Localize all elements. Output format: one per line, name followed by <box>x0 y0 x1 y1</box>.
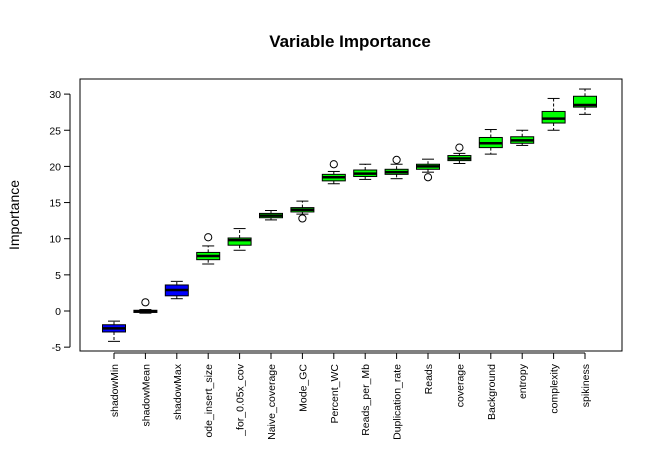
iqr-box <box>541 110 566 124</box>
x-tick-label: _for_0.05x_cov <box>235 363 247 437</box>
box-_for_0.05x_cov <box>227 228 252 251</box>
y-tick-label: 0 <box>55 306 61 318</box>
box-Naive_coverage <box>259 210 283 221</box>
box-Reads <box>416 158 440 182</box>
iqr-box <box>227 237 252 246</box>
x-tick-label: complexity <box>549 363 561 413</box>
x-tick-label: Percent_WC <box>329 364 341 424</box>
outlier-point <box>141 298 150 307</box>
y-tick-label: 15 <box>49 198 61 210</box>
plot-frame <box>79 78 623 352</box>
box-spikiness <box>573 88 597 115</box>
iqr-box <box>573 95 597 108</box>
y-tick-label: 20 <box>49 161 61 173</box>
y-axis-label: Importance <box>6 180 22 250</box>
outlier-point <box>455 143 464 152</box>
x-tick-label: Background <box>486 364 498 420</box>
y-tick-label: 30 <box>49 89 61 101</box>
box-ode_insert_size <box>196 233 221 265</box>
boxplot-series <box>102 88 597 342</box>
x-tick-label: Reads_per_Mb <box>360 364 372 436</box>
box-Reads_per_Mb <box>353 163 378 180</box>
box-Duplication_rate <box>384 155 409 180</box>
y-tick-label: 10 <box>49 234 61 246</box>
box-Percent_WC <box>321 160 346 185</box>
outlier-point <box>329 160 338 169</box>
x-tick-label: entropy <box>517 363 529 399</box>
x-tick-label: shadowMax <box>172 363 184 420</box>
outlier-point <box>423 173 433 182</box>
box-Mode_GC <box>290 200 315 223</box>
outlier-point <box>298 214 307 223</box>
x-tick-label: Duplication_rate <box>392 364 404 440</box>
x-axis: shadowMin shadowMean shadowMax ode_insert_s… <box>109 352 592 440</box>
x-tick-label: coverage <box>454 364 466 407</box>
x-tick-label: spikiness <box>580 364 592 407</box>
y-tick-label: 25 <box>49 125 61 137</box>
x-tick-label: Mode_GC <box>297 364 309 412</box>
box-shadowMin <box>102 320 126 342</box>
x-tick-label: ode_insert_size <box>203 364 215 438</box>
box-coverage <box>447 143 472 165</box>
y-axis: -5 0 5 10 15 20 25 30 <box>49 89 71 354</box>
y-tick-label: 5 <box>55 270 61 282</box>
box-shadowMean <box>133 298 158 314</box>
box-complexity <box>541 97 566 131</box>
x-tick-label: Reads <box>423 364 435 394</box>
chart-title: Variable Importance <box>269 32 431 51</box>
outlier-point <box>204 233 213 242</box>
box-shadowMax <box>164 280 189 300</box>
box-Background <box>478 129 503 155</box>
x-tick-label: Naive_coverage <box>266 364 278 440</box>
x-tick-label: shadowMean <box>140 364 152 427</box>
y-tick-label: -5 <box>52 342 61 354</box>
x-tick-label: shadowMin <box>109 364 121 417</box>
outlier-point <box>392 155 401 164</box>
box-entropy <box>510 129 535 146</box>
